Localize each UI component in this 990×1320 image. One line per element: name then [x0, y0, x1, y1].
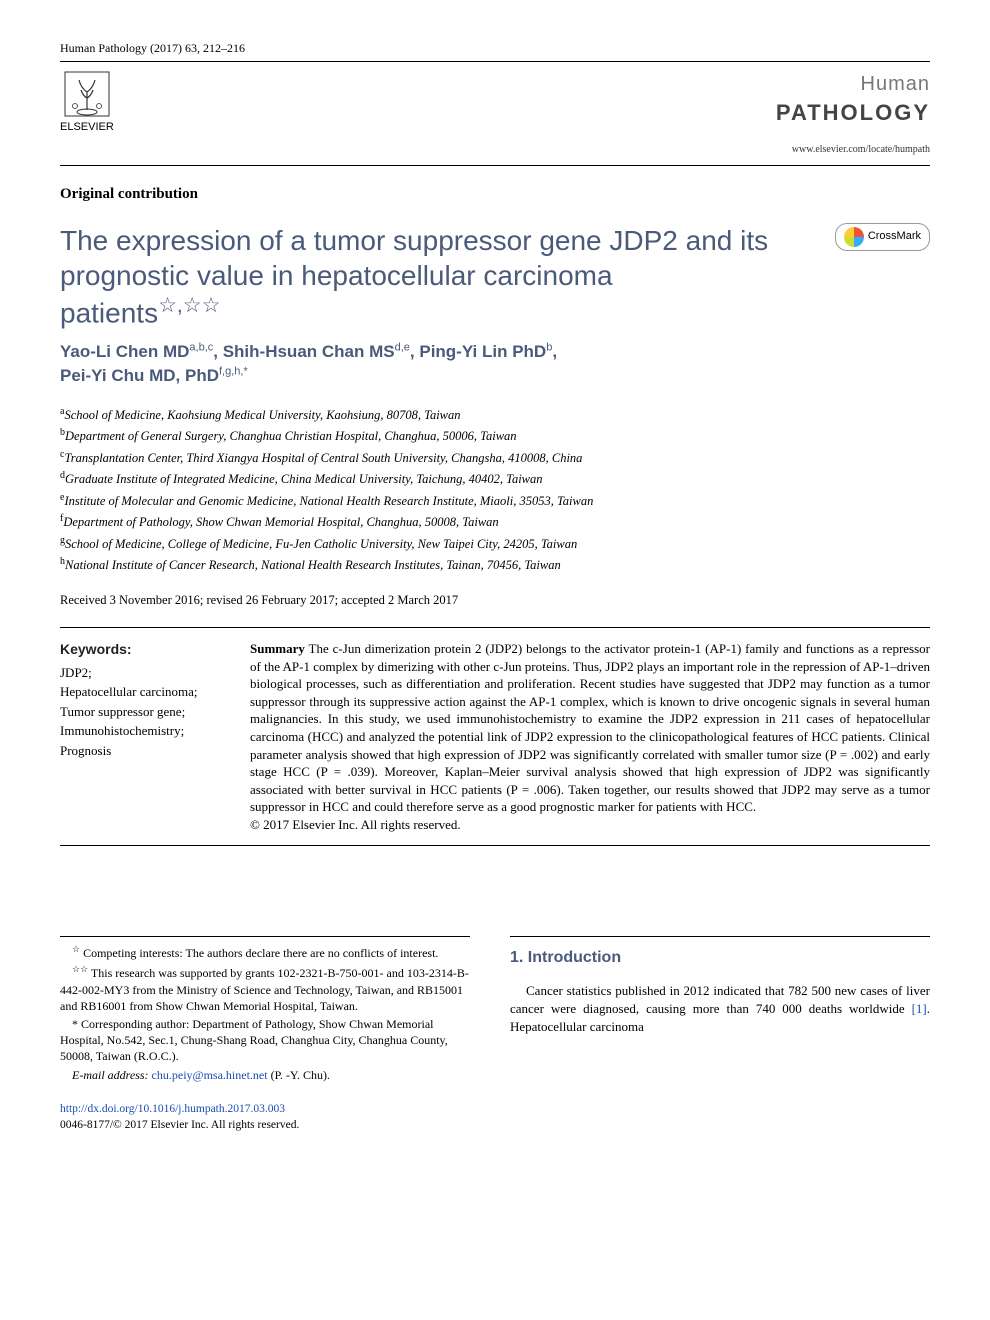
- author-2-affil: d,e: [395, 341, 410, 353]
- article-history: Received 3 November 2016; revised 26 Feb…: [60, 592, 930, 610]
- author-3-tail: ,: [552, 342, 557, 361]
- citation-ref-1[interactable]: [1]: [912, 1001, 927, 1016]
- summary-copyright: © 2017 Elsevier Inc. All rights reserved…: [250, 817, 461, 832]
- authors-block: Yao-Li Chen MDa,b,c, Shih-Hsuan Chan MSd…: [60, 340, 930, 388]
- affiliation-h: hNational Institute of Cancer Research, …: [60, 554, 930, 576]
- affil-text: Department of General Surgery, Changhua …: [65, 429, 517, 443]
- affiliation-c: cTransplantation Center, Third Xiangya H…: [60, 447, 930, 469]
- footnote-text: Competing interests: The authors declare…: [80, 946, 438, 960]
- section-heading-introduction: 1. Introduction: [510, 936, 930, 969]
- author-4: Pei-Yi Chu MD, PhD: [60, 366, 219, 385]
- summary-lead: Summary: [250, 641, 305, 656]
- affil-text: Department of Pathology, Show Chwan Memo…: [63, 515, 498, 529]
- journal-logo-block: Human PATHOLOGY www.elsevier.com/locate/…: [776, 70, 930, 157]
- introduction-column: 1. Introduction Cancer statistics publis…: [510, 936, 930, 1133]
- journal-header: ELSEVIER Human PATHOLOGY www.elsevier.co…: [60, 61, 930, 166]
- footnote-funding: ☆☆ This research was supported by grants…: [60, 963, 470, 1014]
- title-row: The expression of a tumor suppressor gen…: [60, 223, 930, 330]
- affil-text: Transplantation Center, Third Xiangya Ho…: [64, 451, 582, 465]
- affil-text: School of Medicine, College of Medicine,…: [65, 537, 577, 551]
- title-footnote-marks: ☆,☆☆: [158, 294, 220, 317]
- left-footer-col: ☆ Competing interests: The authors decla…: [60, 936, 470, 1133]
- copyright-line: 0046-8177/© 2017 Elsevier Inc. All right…: [60, 1117, 470, 1133]
- affiliation-a: aSchool of Medicine, Kaohsiung Medical U…: [60, 404, 930, 426]
- keyword-item: Prognosis: [60, 741, 232, 761]
- journal-url[interactable]: www.elsevier.com/locate/humpath: [776, 143, 930, 157]
- article-title: The expression of a tumor suppressor gen…: [60, 223, 780, 330]
- keyword-item: JDP2;: [60, 663, 232, 683]
- footnotes-block: ☆ Competing interests: The authors decla…: [60, 936, 470, 1083]
- footer-columns: ☆ Competing interests: The authors decla…: [60, 936, 930, 1133]
- affiliations-block: aSchool of Medicine, Kaohsiung Medical U…: [60, 404, 930, 576]
- summary-body: The c-Jun dimerization protein 2 (JDP2) …: [250, 641, 930, 814]
- affiliation-f: fDepartment of Pathology, Show Chwan Mem…: [60, 511, 930, 533]
- crossmark-badge[interactable]: CrossMark: [835, 223, 930, 251]
- email-label: E-mail address:: [72, 1068, 152, 1082]
- abstract-block: Keywords: JDP2; Hepatocellular carcinoma…: [60, 627, 930, 846]
- keywords-heading: Keywords:: [60, 640, 232, 660]
- publisher-block: ELSEVIER: [60, 70, 114, 135]
- keyword-item: Tumor suppressor gene;: [60, 702, 232, 722]
- keywords-column: Keywords: JDP2; Hepatocellular carcinoma…: [60, 640, 250, 833]
- email-tail: (P. -Y. Chu).: [268, 1068, 330, 1082]
- footnote-mark: ☆☆: [72, 964, 88, 974]
- doi-block: http://dx.doi.org/10.1016/j.humpath.2017…: [60, 1101, 470, 1133]
- affil-text: National Institute of Cancer Research, N…: [65, 558, 561, 572]
- publisher-name: ELSEVIER: [60, 120, 114, 135]
- elsevier-logo: ELSEVIER: [60, 70, 114, 135]
- affiliation-g: gSchool of Medicine, College of Medicine…: [60, 533, 930, 555]
- author-3-pre: , Ping-Yi Lin PhD: [410, 342, 546, 361]
- elsevier-tree-icon: [63, 70, 111, 118]
- footnote-text: Corresponding author: Department of Path…: [60, 1017, 448, 1063]
- journal-name-line1: Human: [776, 70, 930, 98]
- affiliation-e: eInstitute of Molecular and Genomic Medi…: [60, 490, 930, 512]
- intro-text: Cancer statistics published in 2012 indi…: [510, 983, 930, 1016]
- keyword-item: Hepatocellular carcinoma;: [60, 682, 232, 702]
- footnote-competing: ☆ Competing interests: The authors decla…: [60, 943, 470, 961]
- crossmark-label: CrossMark: [868, 229, 921, 244]
- footnote-mark: ☆: [72, 944, 80, 954]
- affiliation-d: dGraduate Institute of Integrated Medici…: [60, 468, 930, 490]
- author-1: Yao-Li Chen MD: [60, 342, 189, 361]
- affil-text: Graduate Institute of Integrated Medicin…: [65, 472, 543, 486]
- doi-link[interactable]: http://dx.doi.org/10.1016/j.humpath.2017…: [60, 1101, 470, 1117]
- journal-name-line2: PATHOLOGY: [776, 98, 930, 129]
- summary-column: Summary The c-Jun dimerization protein 2…: [250, 640, 930, 833]
- footnote-corresponding: * Corresponding author: Department of Pa…: [60, 1016, 470, 1065]
- author-2-pre: , Shih-Hsuan Chan MS: [213, 342, 394, 361]
- article-type: Original contribution: [60, 184, 930, 205]
- crossmark-icon: [844, 227, 864, 247]
- footnote-text: This research was supported by grants 10…: [60, 966, 469, 1012]
- footnote-email: E-mail address: chu.peiy@msa.hinet.net (…: [60, 1067, 470, 1083]
- affiliation-b: bDepartment of General Surgery, Changhua…: [60, 425, 930, 447]
- author-4-affil: f,g,h,*: [219, 365, 248, 377]
- intro-paragraph-1: Cancer statistics published in 2012 indi…: [510, 982, 930, 1037]
- corresponding-email[interactable]: chu.peiy@msa.hinet.net: [152, 1068, 268, 1082]
- keyword-item: Immunohistochemistry;: [60, 721, 232, 741]
- affil-text: School of Medicine, Kaohsiung Medical Un…: [64, 408, 460, 422]
- citation-line: Human Pathology (2017) 63, 212–216: [60, 40, 930, 57]
- affil-text: Institute of Molecular and Genomic Medic…: [64, 494, 593, 508]
- author-1-affil: a,b,c: [189, 341, 213, 353]
